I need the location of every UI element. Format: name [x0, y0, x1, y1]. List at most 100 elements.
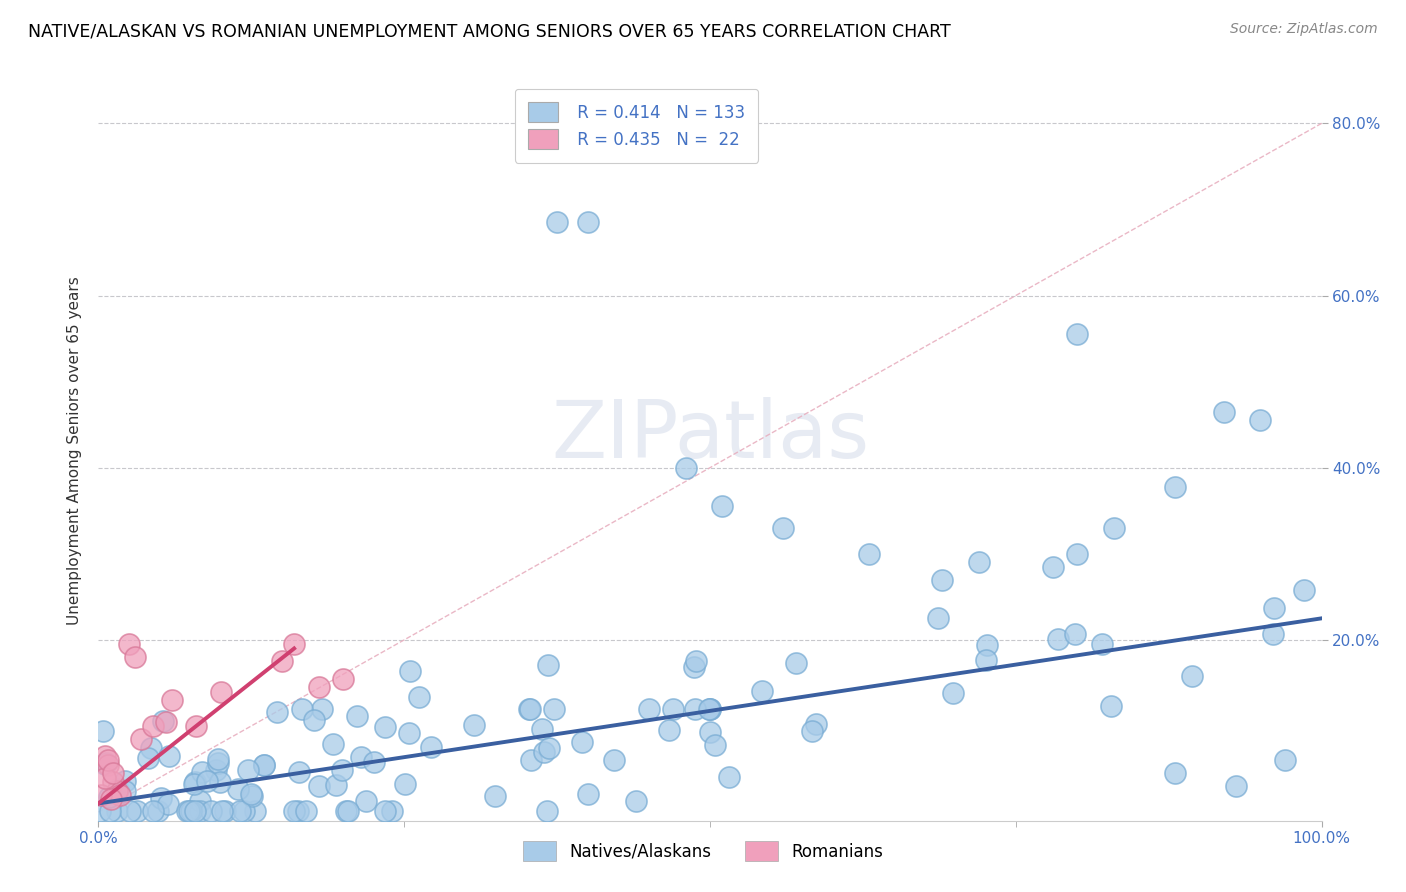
Point	[105, 804, 128, 818]
Point	[191, 765, 214, 780]
Point	[685, 654, 707, 668]
Point	[536, 804, 558, 818]
Point	[335, 804, 357, 818]
Point	[1292, 583, 1315, 598]
Point	[240, 789, 263, 803]
Point	[1099, 698, 1122, 713]
Point	[533, 745, 555, 759]
Point	[699, 702, 721, 716]
Point	[120, 804, 142, 818]
Point	[207, 756, 229, 770]
Point	[330, 763, 353, 777]
Point	[537, 658, 560, 673]
Point	[98, 790, 121, 805]
Point	[717, 771, 740, 785]
Point	[283, 804, 305, 818]
Point	[195, 774, 218, 789]
Point	[519, 702, 541, 716]
Point	[699, 702, 721, 716]
Point	[114, 784, 136, 798]
Point	[160, 693, 183, 707]
Point	[661, 702, 683, 716]
Point	[152, 714, 174, 728]
Point	[394, 777, 416, 791]
Point	[463, 718, 485, 732]
Point	[180, 804, 202, 818]
Point	[211, 804, 233, 818]
Point	[295, 804, 318, 818]
Point	[398, 726, 420, 740]
Point	[183, 775, 205, 789]
Point	[239, 787, 262, 801]
Point	[1225, 779, 1247, 793]
Point	[156, 797, 179, 811]
Point	[408, 690, 430, 704]
Point	[346, 708, 368, 723]
Point	[98, 804, 121, 818]
Point	[538, 741, 561, 756]
Point	[141, 741, 163, 756]
Point	[100, 792, 122, 806]
Point	[287, 804, 309, 818]
Point	[931, 573, 953, 587]
Point	[270, 654, 294, 668]
Point	[179, 804, 201, 818]
Point	[374, 720, 396, 734]
Point	[1102, 521, 1125, 535]
Point	[1261, 627, 1284, 641]
Point	[93, 771, 115, 785]
Point	[94, 756, 117, 770]
Point	[543, 702, 565, 716]
Point	[204, 763, 226, 777]
Point	[142, 719, 165, 733]
Point	[1164, 480, 1187, 494]
Point	[1263, 600, 1285, 615]
Point	[308, 680, 330, 694]
Point	[711, 500, 734, 514]
Point	[114, 774, 136, 789]
Point	[967, 555, 990, 569]
Point	[858, 547, 880, 561]
Point	[976, 638, 998, 652]
Point	[546, 215, 568, 229]
Point	[291, 702, 314, 716]
Point	[576, 787, 599, 801]
Point	[530, 723, 553, 737]
Point	[110, 788, 132, 802]
Point	[374, 804, 396, 818]
Point	[1064, 627, 1087, 641]
Point	[354, 794, 377, 808]
Point	[638, 702, 661, 716]
Point	[697, 702, 720, 716]
Point	[236, 763, 259, 777]
Point	[243, 804, 266, 818]
Point	[176, 804, 198, 818]
Point	[207, 752, 229, 766]
Point	[806, 717, 828, 731]
Point	[214, 804, 236, 818]
Point	[184, 804, 207, 818]
Point	[571, 735, 593, 749]
Point	[704, 738, 727, 752]
Point	[751, 684, 773, 698]
Point	[624, 794, 647, 808]
Point	[97, 757, 120, 772]
Point	[183, 777, 205, 791]
Legend:  R = 0.414   N = 133,  R = 0.435   N =  22: R = 0.414 N = 133, R = 0.435 N = 22	[515, 88, 758, 162]
Point	[129, 731, 152, 746]
Point	[1164, 766, 1187, 780]
Point	[685, 702, 707, 716]
Point	[253, 758, 276, 772]
Point	[266, 705, 288, 719]
Point	[682, 660, 704, 674]
Point	[1181, 669, 1204, 683]
Point	[188, 794, 211, 808]
Point	[942, 686, 965, 700]
Point	[127, 804, 149, 818]
Point	[801, 723, 824, 738]
Point	[519, 753, 541, 767]
Point	[136, 751, 159, 765]
Point	[1046, 632, 1069, 646]
Point	[517, 702, 540, 716]
Legend: Natives/Alaskans, Romanians: Natives/Alaskans, Romanians	[509, 828, 897, 875]
